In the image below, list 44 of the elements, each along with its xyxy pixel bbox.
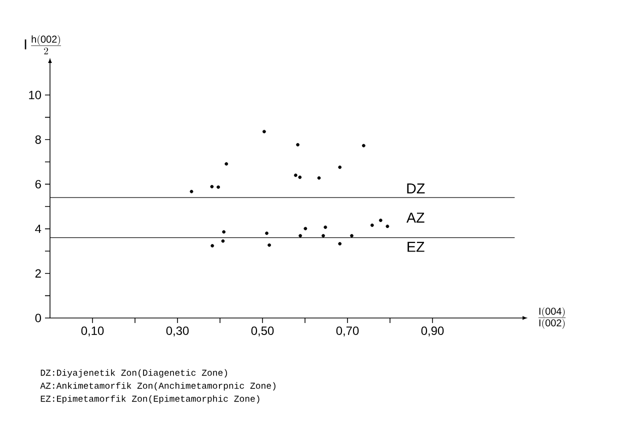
point [370,224,374,227]
point [298,176,302,179]
y-tick-label: 0 [35,314,42,322]
x-axis-title: $\frac{\mathrm{I(004)}}{\mathrm{I(002)}}$ [538,307,566,329]
y-axis-title: $\mathrm{I}\,\frac{\mathrm{h(002)}}{2}$ [24,35,62,54]
point [338,242,342,246]
annotation: AZ [406,212,424,223]
y-tick-label: 2 [35,269,41,278]
x-tick-label: 0,90 [421,326,444,336]
point [304,226,308,230]
point [222,230,226,234]
point [296,143,300,146]
point [338,166,342,169]
point [268,243,272,247]
point [262,130,266,134]
point [221,239,225,243]
y-tick-label: 4 [35,224,42,233]
point [210,184,214,188]
y-tick-label: 8 [35,135,41,144]
point [317,176,321,180]
x-tick-label: 0,70 [336,326,359,336]
point [294,174,298,177]
point [350,234,354,238]
annotation: EZ [408,242,424,252]
point [216,185,220,189]
y-tick-label: 6 [35,180,41,188]
point [324,226,328,229]
point [265,232,268,235]
x-tick-label: 0,50 [251,326,274,336]
point [224,162,228,166]
point [386,224,390,228]
text: AZ:Ankimetamorfik Zon(Anchimetamorpnic Zone) [40,382,276,391]
annotation: DZ [407,184,425,194]
point [190,190,194,194]
point [298,234,302,238]
point [378,218,382,222]
point [322,234,325,238]
y-tick-label: 10 [29,90,42,100]
text: DZ:Diyajenetik Zon(Diagenetic Zone) [40,369,227,378]
x-tick-label: 0,10 [81,326,104,336]
text: EZ:Epimetamorfik Zon(Epimetamorphic Zone) [40,395,260,404]
point [362,144,366,148]
x-tick-label: 0,30 [166,326,189,336]
point [210,244,214,248]
